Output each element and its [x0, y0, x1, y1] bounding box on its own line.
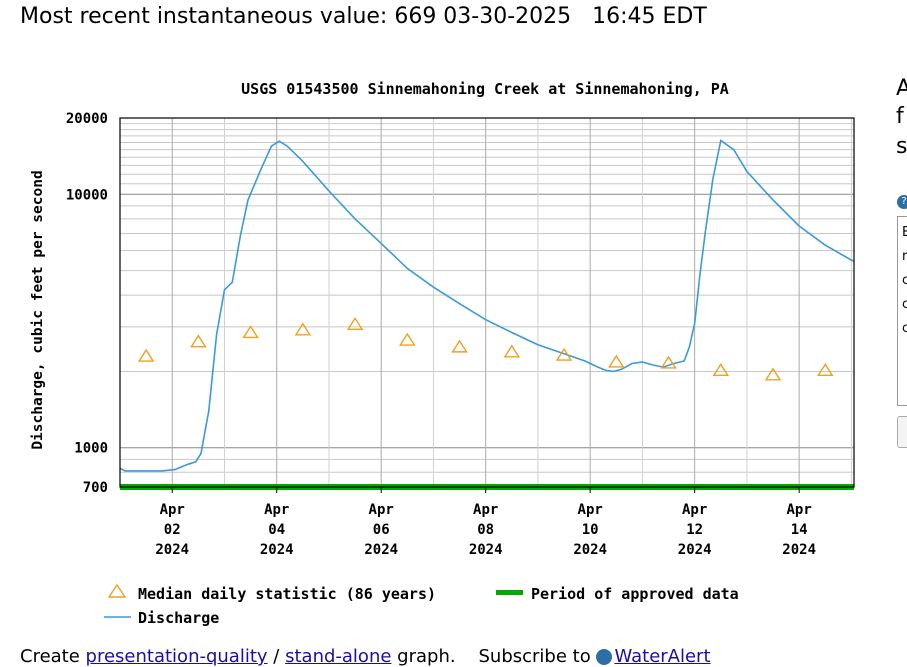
x-tick-year: 2024 [260, 542, 294, 558]
discharge-line [119, 139, 855, 472]
x-tick-date: 14 [791, 522, 808, 538]
y-tick-label: 20000 [66, 111, 108, 127]
median-marker [660, 355, 677, 369]
median-marker [346, 316, 364, 330]
x-tick-year: 2024 [678, 542, 712, 558]
y-tick-label: 1000 [74, 441, 108, 457]
legend: Median daily statistic (86 years) Period … [104, 583, 739, 627]
legend-label-median: Median daily statistic (86 years) [138, 585, 436, 603]
x-tick-month: Apr [786, 502, 811, 518]
x-tick-date: 04 [268, 522, 285, 538]
y-tick-label: 10000 [66, 187, 108, 203]
x-tick-month: Apr [473, 502, 498, 518]
x-tick-year: 2024 [364, 542, 398, 558]
x-tick-date: 06 [373, 522, 390, 538]
median-marker [764, 367, 782, 381]
side-submit-button[interactable] [897, 416, 907, 448]
legend-label-approved: Period of approved data [531, 585, 739, 603]
x-tick-date: 08 [477, 522, 494, 538]
most-recent-value: Most recent instantaneous value: 669 03-… [20, 4, 707, 29]
x-tick-month: Apr [160, 502, 185, 518]
side-text-line-1: A [896, 76, 907, 101]
grid-layer [120, 118, 854, 487]
side-box-line: c [902, 293, 907, 317]
median-marker [555, 347, 573, 361]
median-marker [137, 348, 155, 362]
help-icon[interactable]: ? [897, 195, 907, 209]
x-tick-date: 02 [164, 522, 181, 538]
x-tick-date: 12 [686, 522, 703, 538]
y-axis-label: Discharge, cubic feet per second [30, 170, 46, 449]
chart-svg: USGS 01543500 Sinnemahoning Creek at Sin… [30, 80, 855, 627]
side-box-line: c [902, 317, 907, 341]
x-tick-month: Apr [369, 502, 394, 518]
side-box-line: c [902, 269, 907, 293]
x-tick-year: 2024 [782, 542, 816, 558]
side-text-area[interactable]: E r c c c [897, 216, 907, 406]
hydrograph-chart: USGS 01543500 Sinnemahoning Creek at Sin… [0, 60, 880, 640]
median-marker [816, 363, 834, 377]
legend-label-discharge: Discharge [138, 609, 219, 627]
x-tick-month: Apr [264, 502, 289, 518]
x-tick-year: 2024 [573, 542, 607, 558]
median-marker [451, 339, 468, 353]
x-tick-month: Apr [682, 502, 707, 518]
y-tick-label: 700 [83, 480, 108, 496]
plot-area [120, 118, 854, 487]
legend-triangle-icon [107, 583, 127, 598]
median-marker [190, 334, 207, 348]
chart-title: USGS 01543500 Sinnemahoning Creek at Sin… [241, 80, 729, 98]
axis-layer: 20000 10000 1000 700 Apr 02 2024 Apr 04 2024 Apr 06… [66, 111, 855, 558]
side-text-line-2: f [896, 104, 904, 129]
x-tick-year: 2024 [155, 542, 189, 558]
x-tick-year: 2024 [469, 542, 503, 558]
median-marker [503, 344, 521, 358]
median-marker [712, 363, 730, 377]
legend-bar-icon [496, 590, 523, 595]
plot-frame [119, 117, 855, 488]
side-text-line-3: s [896, 134, 907, 159]
side-box-line: r [902, 249, 907, 264]
x-tick-month: Apr [578, 502, 603, 518]
side-box-line: E [902, 221, 907, 245]
wateralert-icon [596, 649, 613, 665]
median-marker [294, 322, 312, 336]
median-marker [242, 325, 259, 339]
median-marker [399, 332, 416, 346]
median-marker [608, 354, 625, 368]
x-tick-date: 10 [582, 522, 599, 538]
